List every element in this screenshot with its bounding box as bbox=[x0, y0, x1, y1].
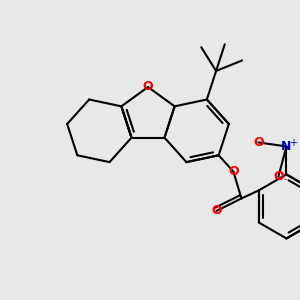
Text: O: O bbox=[273, 170, 284, 183]
Text: N: N bbox=[281, 140, 292, 153]
Text: O: O bbox=[211, 205, 222, 218]
Text: -: - bbox=[284, 174, 287, 184]
Text: O: O bbox=[143, 80, 153, 94]
Text: +: + bbox=[290, 138, 297, 148]
Text: O: O bbox=[253, 136, 264, 149]
Text: O: O bbox=[228, 165, 239, 178]
